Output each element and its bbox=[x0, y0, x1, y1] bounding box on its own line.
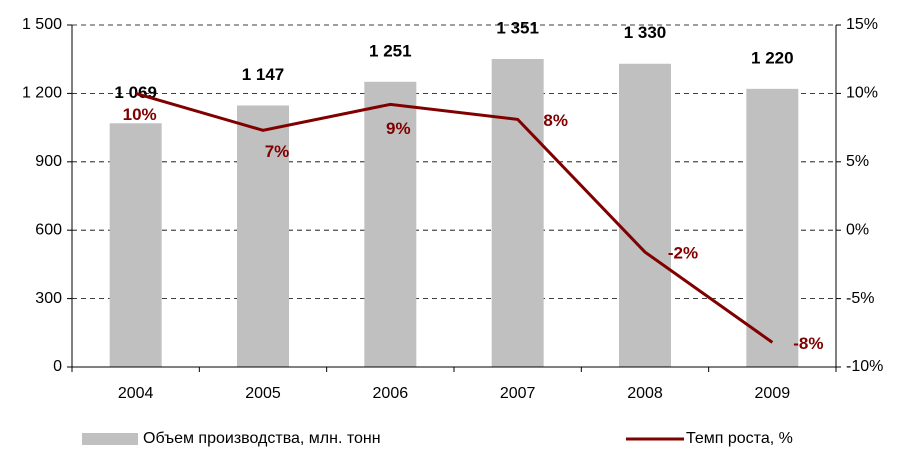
y-tick-label: 900 bbox=[35, 153, 62, 170]
y2-tick-label: -10% bbox=[846, 358, 883, 375]
line-value-label: 7% bbox=[265, 142, 290, 161]
x-tick-label: 2007 bbox=[500, 385, 536, 402]
y-tick-label: 1 200 bbox=[22, 85, 62, 102]
bar bbox=[237, 105, 289, 367]
y-tick-label: 300 bbox=[35, 290, 62, 307]
legend-label: Объем производства, млн. тонн bbox=[143, 430, 381, 447]
bar bbox=[619, 63, 671, 367]
y2-tick-label: 0% bbox=[846, 221, 869, 238]
x-tick-label: 2006 bbox=[373, 385, 409, 402]
bar-value-label: 1 220 bbox=[751, 48, 794, 67]
bar-value-label: 1 351 bbox=[496, 18, 539, 37]
line bbox=[135, 91, 774, 344]
line-value-label: 8% bbox=[543, 111, 568, 130]
x-tick-label: 2008 bbox=[627, 385, 663, 402]
bar-value-label: 1 330 bbox=[624, 23, 667, 42]
line-value-label: -8% bbox=[793, 334, 823, 353]
x-tick-label: 2005 bbox=[245, 385, 281, 402]
bar-value-label: 1 251 bbox=[369, 41, 412, 60]
y2-tick-label: 5% bbox=[846, 153, 869, 170]
y2-tick-label: -5% bbox=[846, 290, 874, 307]
line-value-label: 10% bbox=[123, 105, 157, 124]
x-tick-label: 2004 bbox=[118, 385, 154, 402]
legend-label: Темп роста, % bbox=[686, 430, 793, 447]
bar-value-label: 1 147 bbox=[242, 65, 285, 84]
bar bbox=[491, 58, 544, 368]
bar bbox=[109, 123, 162, 367]
y2-tick-label: 15% bbox=[846, 16, 878, 33]
bar bbox=[364, 81, 417, 367]
bar bbox=[746, 88, 799, 367]
legend-swatch bbox=[82, 433, 138, 445]
y-tick-label: 600 bbox=[35, 221, 62, 238]
line-value-label: -2% bbox=[668, 244, 698, 263]
line-value-label: 9% bbox=[386, 119, 411, 138]
y-tick-label: 1 500 bbox=[22, 16, 62, 33]
y-tick-label: 0 bbox=[53, 358, 62, 375]
y2-tick-label: 10% bbox=[846, 85, 878, 102]
x-tick-label: 2009 bbox=[755, 385, 791, 402]
